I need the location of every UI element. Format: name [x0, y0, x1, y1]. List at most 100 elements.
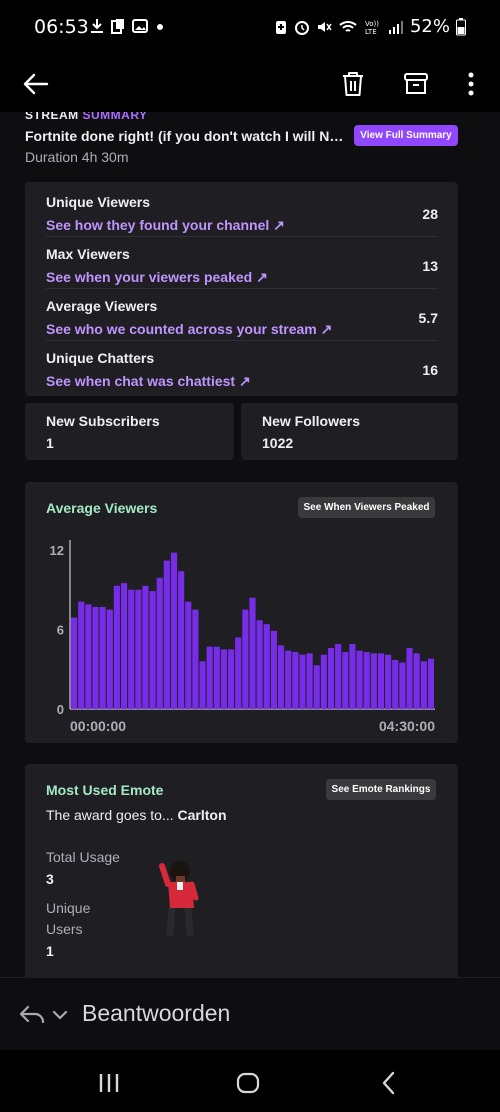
- see-when-viewers-peaked-button[interactable]: See When Viewers Peaked: [298, 497, 435, 518]
- chart-bar: [263, 624, 270, 709]
- unique-users-label-2: Users: [46, 921, 83, 937]
- stat-value: 13: [422, 258, 438, 274]
- stat-label: Unique Chatters: [46, 350, 155, 366]
- trash-icon: [343, 72, 363, 96]
- stream-duration: Duration 4h 30m: [25, 149, 129, 165]
- status-bar: 06:53 Vo)) LTE 52%: [0, 0, 500, 56]
- divider: [46, 288, 438, 289]
- chart-bar: [71, 617, 78, 709]
- stat-row-max-viewers: Max Viewers See when your viewers peaked…: [46, 237, 438, 289]
- stat-label: Unique Viewers: [46, 194, 151, 210]
- unique-users-value: 1: [46, 943, 54, 959]
- stat-value: 28: [422, 206, 438, 222]
- stream-summary-heading: STREAM SUMMARY: [25, 112, 148, 122]
- divider: [46, 340, 438, 341]
- chevron-down-icon[interactable]: [52, 1009, 68, 1021]
- chart-bar: [256, 620, 263, 709]
- chart-bar: [185, 601, 192, 709]
- chart-bar: [277, 645, 285, 709]
- stat-value: 16: [422, 362, 438, 378]
- stat-row-average-viewers: Average Viewers See who we counted acros…: [46, 289, 438, 341]
- chart-bar: [299, 654, 306, 709]
- chart-bar: [178, 571, 185, 709]
- chart-bar: [242, 609, 249, 710]
- reply-label[interactable]: Beantwoorden: [82, 1000, 231, 1026]
- divider: [46, 236, 438, 237]
- chart-bar: [106, 609, 113, 710]
- view-full-summary-button[interactable]: View Full Summary: [354, 125, 458, 146]
- more-options-button[interactable]: [451, 64, 491, 104]
- unique-users-label: Unique: [46, 900, 91, 916]
- chart-bar: [285, 650, 292, 709]
- total-usage-label: Total Usage: [46, 849, 120, 865]
- chart-bar: [120, 583, 128, 710]
- nav-back-button[interactable]: [374, 1068, 404, 1098]
- chart-bar: [413, 653, 420, 709]
- stat-link[interactable]: See how they found your channel ↗: [46, 217, 285, 233]
- wifi-icon: [339, 20, 357, 32]
- chart-bar: [327, 648, 335, 709]
- stat-link[interactable]: See who we counted across your stream ↗: [46, 321, 333, 337]
- chart-bar: [85, 604, 92, 709]
- status-time: 06:53: [34, 16, 89, 38]
- chart-bar: [270, 630, 277, 709]
- back-button[interactable]: [16, 64, 56, 104]
- chart-bar: [170, 552, 178, 709]
- chart-bar: [385, 654, 392, 709]
- new-followers-card: New Followers 1022: [241, 403, 458, 460]
- archive-button[interactable]: [396, 64, 436, 104]
- delete-button[interactable]: [333, 64, 373, 104]
- nav-back-icon: [382, 1071, 395, 1095]
- mute-icon: [317, 21, 332, 32]
- home-icon: [236, 1072, 260, 1094]
- svg-text:LTE: LTE: [365, 28, 377, 35]
- chart-bar: [113, 585, 120, 709]
- reply-icon[interactable]: [18, 1004, 46, 1026]
- stat-link[interactable]: See when chat was chattiest ↗: [46, 373, 251, 389]
- reply-bar[interactable]: Beantwoorden: [0, 977, 500, 1050]
- recent-apps-button[interactable]: [94, 1068, 124, 1098]
- home-button[interactable]: [233, 1068, 263, 1098]
- chart-bar: [213, 646, 220, 709]
- see-emote-rankings-button[interactable]: See Emote Rankings: [326, 779, 436, 800]
- clipboard-icon: [111, 19, 124, 34]
- chart-bar: [306, 653, 313, 709]
- dot-icon: [157, 24, 163, 30]
- chart-bar: [392, 659, 399, 709]
- new-subscribers-card: New Subscribers 1: [25, 403, 234, 460]
- chart-bar: [199, 661, 206, 709]
- chart-bar: [128, 589, 135, 709]
- most-used-emote-card: Most Used Emote See Emote Rankings The a…: [25, 764, 458, 977]
- battery-percent: 52%: [409, 16, 450, 37]
- stream-title: Fortnite done right! (if you don't watch…: [25, 128, 345, 144]
- battery-saver-icon: [275, 20, 286, 34]
- chart-bar: [78, 601, 85, 709]
- x-tick-label: 00:00:00: [70, 718, 126, 734]
- chart-bar: [142, 585, 149, 709]
- chart-bar: [313, 665, 320, 709]
- chart-bar: [135, 589, 142, 709]
- new-subscribers-label: New Subscribers: [46, 413, 160, 429]
- emote-name: Carlton: [177, 807, 227, 823]
- chart-bar: [399, 662, 406, 710]
- y-tick-label: 0: [57, 702, 64, 717]
- chart-bar: [192, 609, 199, 710]
- stat-link[interactable]: See when your viewers peaked ↗: [46, 269, 268, 285]
- chart-bar: [163, 560, 170, 709]
- carlton-emote-image: [159, 861, 199, 937]
- chart-bar: [335, 644, 342, 709]
- back-arrow-icon: [23, 73, 49, 95]
- award-text: The award goes to... Carlton: [46, 807, 227, 823]
- chart-bar: [420, 661, 427, 709]
- stat-row-unique-viewers: Unique Viewers See how they found your c…: [46, 185, 438, 237]
- chart-bar: [320, 654, 327, 709]
- system-nav-bar: [0, 1050, 500, 1112]
- email-content[interactable]: STREAM SUMMARY Fortnite done right! (if …: [0, 112, 500, 977]
- total-usage-value: 3: [46, 871, 54, 887]
- chart-bar: [342, 652, 349, 709]
- average-viewers-chart-card: Average Viewers See When Viewers Peaked …: [25, 482, 458, 743]
- x-tick-label: 04:30:00: [379, 718, 435, 734]
- more-vert-icon: [468, 72, 474, 96]
- chart-bar: [206, 646, 213, 709]
- image-icon: [132, 19, 148, 33]
